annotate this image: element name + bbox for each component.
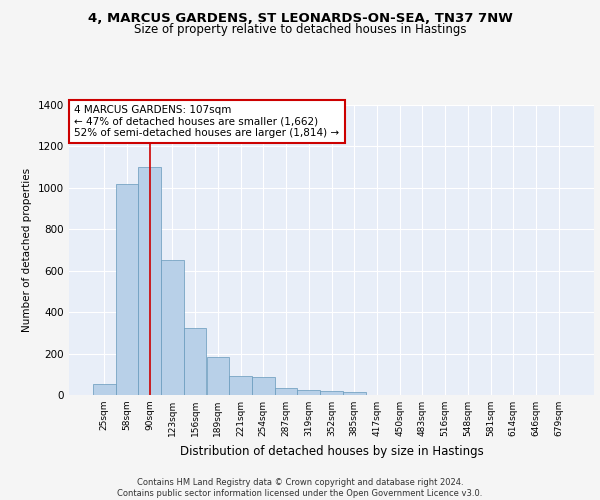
Bar [161,260,184,395]
Bar [252,378,275,395]
Text: Contains HM Land Registry data © Crown copyright and database right 2024.
Contai: Contains HM Land Registry data © Crown c… [118,478,482,498]
Bar [116,184,139,395]
Text: 4, MARCUS GARDENS, ST LEONARDS-ON-SEA, TN37 7NW: 4, MARCUS GARDENS, ST LEONARDS-ON-SEA, T… [88,12,512,26]
Text: Size of property relative to detached houses in Hastings: Size of property relative to detached ho… [134,22,466,36]
Bar [139,167,161,395]
Bar [93,384,116,395]
Text: 4 MARCUS GARDENS: 107sqm
← 47% of detached houses are smaller (1,662)
52% of sem: 4 MARCUS GARDENS: 107sqm ← 47% of detach… [74,105,340,138]
X-axis label: Distribution of detached houses by size in Hastings: Distribution of detached houses by size … [179,444,484,458]
Bar [275,388,298,395]
Bar [206,356,229,395]
Y-axis label: Number of detached properties: Number of detached properties [22,168,32,332]
Bar [229,376,252,395]
Bar [343,392,365,395]
Bar [320,391,343,395]
Bar [184,328,206,395]
Bar [298,390,320,395]
